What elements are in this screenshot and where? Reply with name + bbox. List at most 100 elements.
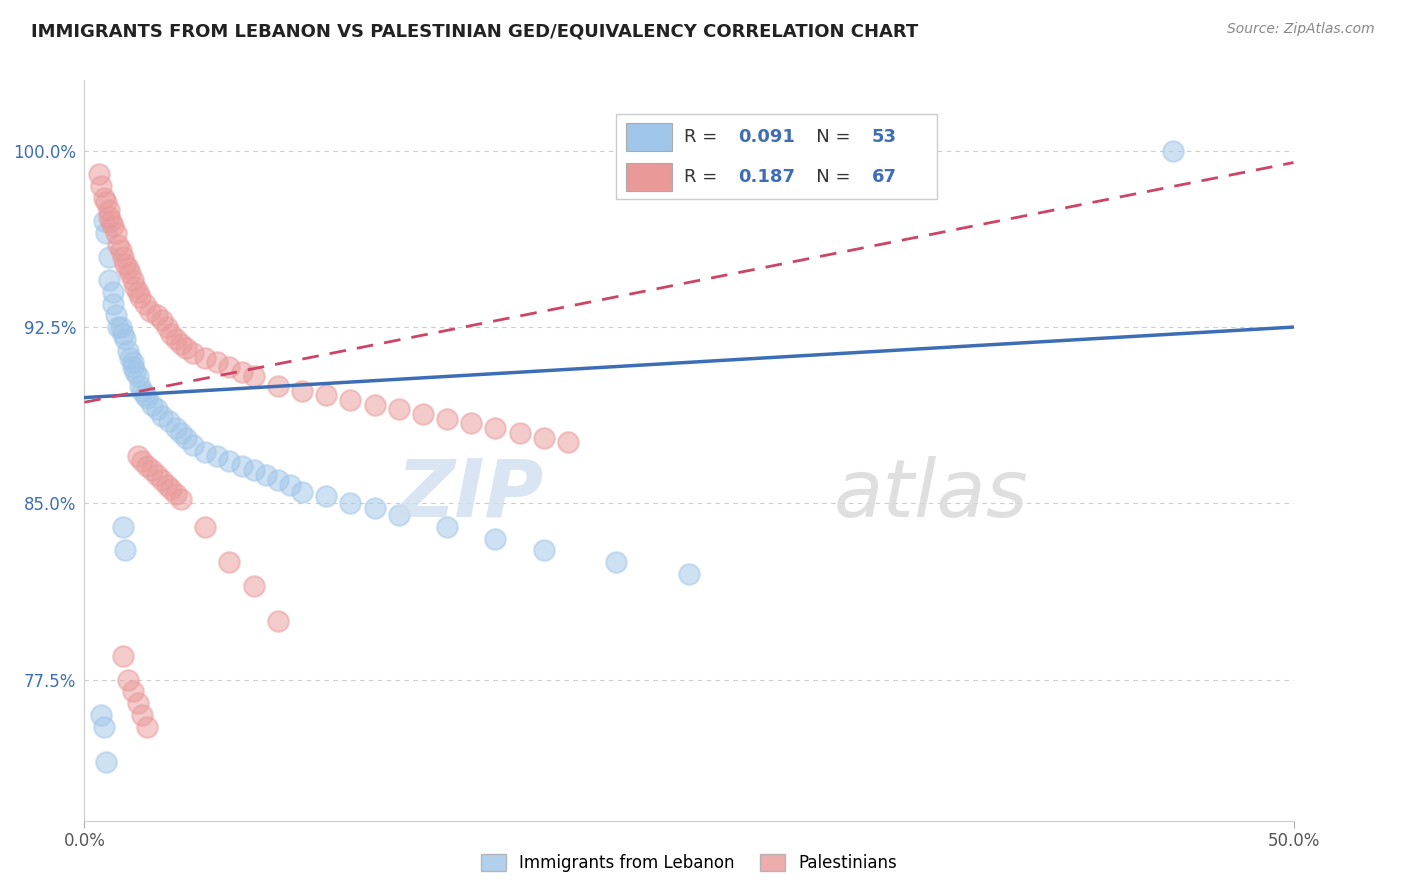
Point bbox=[315, 388, 337, 402]
Point bbox=[134, 296, 156, 310]
Point bbox=[127, 369, 149, 384]
Point bbox=[388, 508, 411, 522]
Point bbox=[117, 343, 139, 358]
Point bbox=[93, 191, 115, 205]
Point bbox=[174, 431, 197, 445]
Point bbox=[207, 355, 229, 369]
Point bbox=[146, 468, 169, 483]
Point bbox=[136, 391, 159, 405]
Point bbox=[267, 614, 290, 628]
Point bbox=[114, 332, 136, 346]
Point bbox=[103, 219, 125, 233]
Point bbox=[121, 273, 143, 287]
Point bbox=[90, 179, 112, 194]
Text: ZIP: ZIP bbox=[396, 456, 544, 534]
Point bbox=[112, 327, 135, 342]
Point bbox=[533, 543, 555, 558]
Point bbox=[484, 421, 506, 435]
Point bbox=[131, 707, 153, 722]
Point bbox=[218, 555, 240, 569]
Point bbox=[103, 296, 125, 310]
Point bbox=[141, 463, 163, 477]
Point bbox=[170, 425, 193, 440]
Point bbox=[150, 313, 173, 327]
Point bbox=[165, 332, 187, 346]
Point bbox=[194, 520, 217, 534]
Text: 53: 53 bbox=[872, 128, 897, 146]
Text: R =: R = bbox=[685, 169, 723, 186]
Text: atlas: atlas bbox=[834, 456, 1029, 534]
Point bbox=[103, 285, 125, 299]
Point bbox=[509, 425, 531, 440]
Point bbox=[254, 468, 277, 483]
Point bbox=[218, 454, 240, 468]
Point bbox=[278, 477, 301, 491]
Point bbox=[194, 351, 217, 365]
Point bbox=[90, 707, 112, 722]
Point bbox=[160, 327, 183, 342]
FancyBboxPatch shape bbox=[616, 113, 936, 199]
Point bbox=[131, 454, 153, 468]
Point bbox=[97, 273, 120, 287]
Point bbox=[242, 463, 264, 477]
Point bbox=[605, 555, 627, 569]
Point bbox=[136, 458, 159, 473]
Point bbox=[165, 487, 187, 501]
Point bbox=[1161, 144, 1184, 158]
Point bbox=[134, 388, 156, 402]
Point bbox=[93, 214, 115, 228]
Text: IMMIGRANTS FROM LEBANON VS PALESTINIAN GED/EQUIVALENCY CORRELATION CHART: IMMIGRANTS FROM LEBANON VS PALESTINIAN G… bbox=[31, 22, 918, 40]
Point bbox=[120, 266, 142, 280]
Point bbox=[155, 320, 177, 334]
Point bbox=[112, 649, 135, 664]
Point bbox=[231, 365, 253, 379]
Point bbox=[121, 359, 143, 374]
Point bbox=[141, 398, 163, 412]
Point bbox=[207, 450, 229, 464]
Point bbox=[678, 566, 700, 581]
Point bbox=[181, 437, 204, 451]
Point bbox=[150, 409, 173, 424]
Point bbox=[150, 473, 173, 487]
Point bbox=[112, 520, 135, 534]
Point bbox=[218, 359, 240, 374]
Point bbox=[117, 673, 139, 687]
Point bbox=[181, 346, 204, 360]
Point bbox=[87, 167, 110, 181]
Point bbox=[121, 355, 143, 369]
Point bbox=[412, 407, 434, 421]
Point bbox=[136, 720, 159, 734]
Point bbox=[121, 684, 143, 698]
Point bbox=[170, 336, 193, 351]
Text: N =: N = bbox=[799, 128, 856, 146]
Point bbox=[120, 351, 142, 365]
Point bbox=[114, 543, 136, 558]
Point bbox=[557, 435, 579, 450]
Point bbox=[339, 392, 361, 407]
Point bbox=[97, 250, 120, 264]
Point bbox=[94, 195, 117, 210]
Point bbox=[146, 402, 169, 417]
Text: R =: R = bbox=[685, 128, 723, 146]
Point bbox=[127, 285, 149, 299]
Point bbox=[131, 384, 153, 398]
Point bbox=[157, 414, 180, 428]
Point bbox=[94, 755, 117, 769]
Point bbox=[107, 237, 129, 252]
Point bbox=[436, 411, 458, 425]
Point bbox=[436, 520, 458, 534]
Point bbox=[267, 473, 290, 487]
Point bbox=[107, 320, 129, 334]
Legend: Immigrants from Lebanon, Palestinians: Immigrants from Lebanon, Palestinians bbox=[474, 847, 904, 879]
Point bbox=[194, 444, 217, 458]
Text: Source: ZipAtlas.com: Source: ZipAtlas.com bbox=[1227, 22, 1375, 37]
Point bbox=[155, 477, 177, 491]
Point bbox=[174, 341, 197, 355]
Point bbox=[127, 450, 149, 464]
Point bbox=[388, 402, 411, 417]
Point bbox=[291, 484, 314, 499]
Point bbox=[129, 379, 152, 393]
Point bbox=[100, 214, 122, 228]
Point bbox=[127, 696, 149, 710]
Point bbox=[267, 379, 290, 393]
